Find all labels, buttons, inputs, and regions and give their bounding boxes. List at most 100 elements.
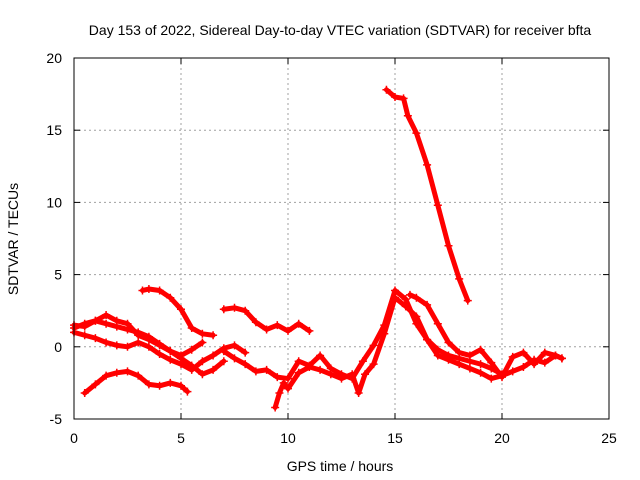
data-point	[144, 342, 153, 351]
data-point	[183, 387, 192, 396]
data-point	[219, 305, 228, 314]
data-point	[155, 350, 164, 359]
data-point	[284, 374, 292, 383]
series-track-i	[405, 290, 566, 382]
data-point	[519, 348, 528, 357]
data-point	[423, 300, 432, 309]
data-point	[540, 358, 549, 367]
data-point	[455, 274, 464, 283]
data-point	[144, 285, 153, 294]
data-point	[444, 355, 453, 364]
data-point	[487, 358, 496, 367]
data-point	[155, 286, 164, 295]
data-point	[412, 312, 421, 321]
data-point	[279, 378, 288, 387]
data-point	[423, 160, 432, 169]
x-axis-label: GPS time / hours	[287, 458, 394, 474]
data-point	[463, 296, 472, 305]
data-point	[275, 389, 284, 398]
data-point	[305, 326, 314, 335]
data-point	[187, 361, 196, 370]
data-point	[251, 318, 260, 327]
data-point	[144, 380, 153, 389]
data-point	[262, 365, 271, 374]
series-track-d	[80, 367, 192, 398]
data-point	[209, 351, 218, 360]
data-point	[251, 367, 260, 376]
data-point	[391, 286, 399, 295]
data-point	[230, 303, 239, 312]
data-point	[358, 357, 367, 366]
data-point	[166, 378, 175, 387]
data-point	[198, 357, 207, 366]
data-point	[444, 338, 453, 347]
data-point	[209, 331, 218, 340]
data-point	[177, 354, 185, 363]
data-point	[91, 380, 100, 389]
data-point	[348, 370, 357, 379]
series-track-e	[138, 285, 218, 340]
data-point	[166, 347, 175, 356]
data-point	[284, 326, 292, 335]
data-point	[123, 342, 132, 351]
data-point	[273, 373, 282, 382]
data-point	[316, 365, 325, 374]
data-point	[433, 351, 442, 360]
data-point	[369, 341, 378, 350]
data-point	[294, 357, 303, 366]
data-point	[487, 374, 496, 383]
data-point	[134, 338, 143, 347]
series-trace	[383, 87, 471, 304]
data-point	[241, 360, 250, 369]
x-tick-label: 5	[177, 430, 185, 446]
series-track-j	[382, 85, 472, 305]
data-point	[80, 389, 89, 398]
data-point	[455, 360, 464, 369]
y-tick-label: 20	[46, 50, 62, 66]
data-point	[262, 325, 271, 334]
data-point	[412, 129, 421, 138]
y-axis-label: SDTVAR / TECUs	[5, 183, 21, 295]
y-tick-label: 15	[46, 122, 62, 138]
data-point	[337, 374, 346, 383]
data-point	[155, 339, 164, 348]
y-tick-label: 5	[54, 267, 62, 283]
data-point	[187, 345, 196, 354]
data-point	[144, 332, 153, 341]
x-tick-labels: 0 5 10 15 20 25	[70, 430, 617, 446]
series-track-b	[70, 328, 250, 374]
data-point	[241, 306, 250, 315]
data-point	[530, 360, 539, 369]
data-point	[112, 322, 121, 331]
data-point	[465, 364, 474, 373]
data-point	[219, 347, 228, 356]
data-point	[354, 389, 363, 398]
x-tick-label: 25	[601, 430, 617, 446]
data-point	[412, 293, 421, 302]
data-point	[177, 305, 185, 314]
data-point	[271, 403, 280, 412]
data-point	[508, 352, 517, 361]
chart-title: Day 153 of 2022, Sidereal Day-to-day VTE…	[89, 22, 592, 38]
data-point	[476, 360, 485, 369]
data-point	[198, 370, 207, 379]
series-trace	[407, 292, 565, 380]
data-point	[134, 328, 143, 337]
y-tick-label: 0	[54, 339, 62, 355]
data-point	[391, 293, 399, 302]
data-point	[166, 355, 175, 364]
data-point	[433, 319, 442, 328]
data-point	[80, 319, 89, 328]
data-point	[444, 241, 453, 250]
data-series	[70, 85, 566, 412]
series-track-c	[70, 316, 228, 379]
x-tick-label: 15	[387, 430, 403, 446]
data-point	[112, 341, 121, 350]
data-point	[209, 365, 218, 374]
data-point	[401, 302, 410, 311]
data-point	[380, 329, 389, 338]
data-point	[273, 321, 282, 330]
data-point	[391, 92, 399, 101]
data-point	[294, 368, 303, 377]
